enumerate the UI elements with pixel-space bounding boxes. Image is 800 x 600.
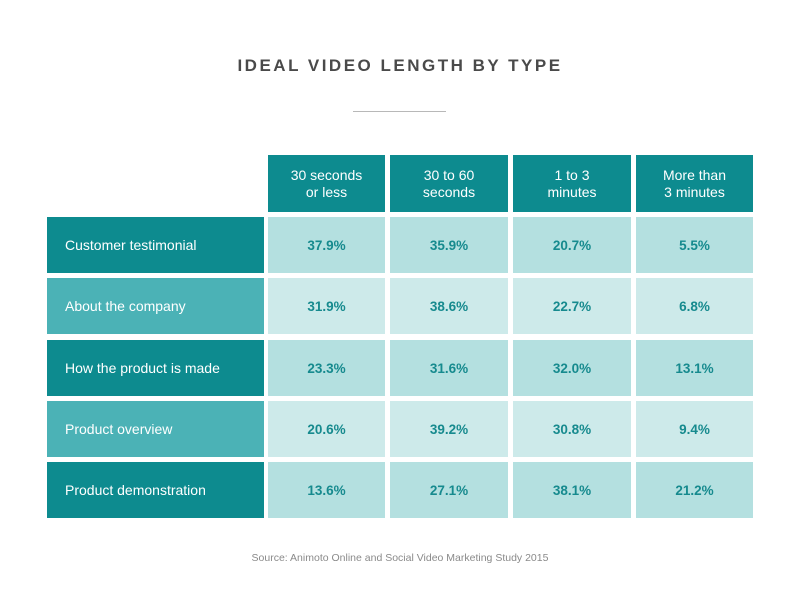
row-header: About the company [47,278,264,334]
column-header: 1 to 3 minutes [513,155,631,212]
data-cell: 9.4% [636,401,753,457]
source-note: Source: Animoto Online and Social Video … [251,552,549,564]
data-cell: 30.8% [513,401,631,457]
row-header: Customer testimonial [47,217,264,273]
row-header: How the product is made [47,340,264,396]
data-cell: 27.1% [390,462,508,518]
chart-title: IDEAL VIDEO LENGTH BY TYPE [237,56,563,75]
title-divider [353,111,446,112]
data-cell: 23.3% [268,340,385,396]
data-cell: 13.1% [636,340,753,396]
data-cell: 20.7% [513,217,631,273]
data-cell: 37.9% [268,217,385,273]
data-cell: 38.6% [390,278,508,334]
data-cell: 32.0% [513,340,631,396]
row-header: Product demonstration [47,462,264,518]
data-cell: 22.7% [513,278,631,334]
column-header: 30 to 60 seconds [390,155,508,212]
data-cell: 39.2% [390,401,508,457]
data-cell: 35.9% [390,217,508,273]
row-header: Product overview [47,401,264,457]
data-cell: 31.9% [268,278,385,334]
data-cell: 21.2% [636,462,753,518]
data-cell: 31.6% [390,340,508,396]
column-header: 30 seconds or less [268,155,385,212]
data-cell: 6.8% [636,278,753,334]
data-cell: 20.6% [268,401,385,457]
data-cell: 5.5% [636,217,753,273]
column-header: More than 3 minutes [636,155,753,212]
data-cell: 38.1% [513,462,631,518]
data-cell: 13.6% [268,462,385,518]
